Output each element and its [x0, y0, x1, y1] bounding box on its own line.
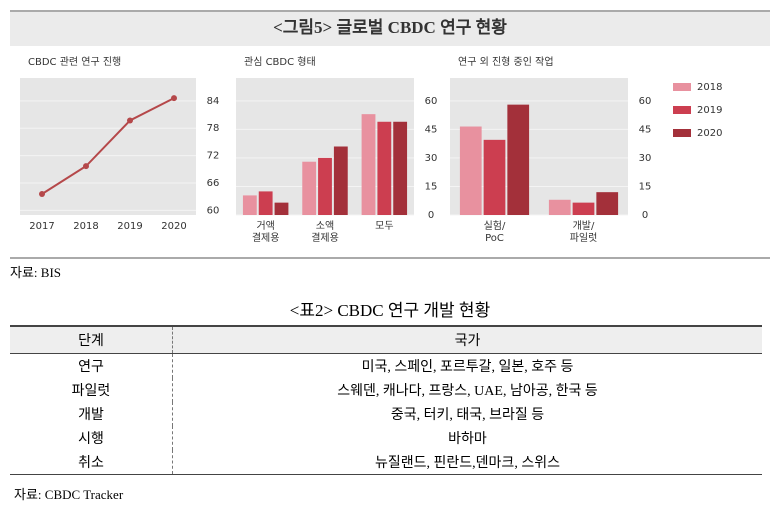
y-tick-label: 30: [425, 153, 438, 164]
y-tick-label: 72: [207, 151, 220, 162]
header-cell: 단계: [10, 325, 173, 354]
point: [127, 117, 133, 124]
cell: 중국, 터키, 태국, 브라질 등: [390, 408, 545, 423]
plot-area: [20, 78, 196, 215]
x-tick-label: 개발/파일럿: [570, 220, 598, 244]
figure-title: <그림5> 글로벌 CBDC 연구 현황: [273, 18, 507, 37]
cell: 연구: [10, 353, 173, 378]
figure: <그림5> 글로벌 CBDC 연구 현황 CBDC 관련 연구 진행 60 66 72…: [10, 10, 770, 259]
y-tick-label: 15: [639, 181, 652, 192]
cell: 뉴질랜드, 핀란드,덴마크, 스위스: [172, 450, 762, 475]
legend-label: 2019: [697, 105, 722, 116]
bar: [548, 199, 571, 215]
point: [39, 190, 45, 197]
x-tick-label: 실험/PoC: [484, 220, 506, 244]
y-tick-label: 45: [425, 124, 438, 135]
point: [171, 95, 177, 102]
x-tick-label: 2017: [29, 221, 54, 232]
chart-title: CBDC 관련 연구 진행: [28, 56, 121, 68]
y-tick-label: 60: [639, 96, 652, 107]
y-tick-label: 0: [642, 210, 648, 221]
y-tick-label: 0: [428, 210, 434, 221]
y-tick-label: 30: [639, 153, 652, 164]
line: [41, 97, 175, 195]
legend-swatch: [673, 106, 691, 114]
y-tick-label: 84: [207, 96, 220, 107]
cell: 개발: [10, 402, 173, 426]
legend-swatch: [673, 129, 691, 137]
title-bar: [10, 12, 770, 46]
y-tick-label: 60: [425, 96, 438, 107]
bar: [507, 104, 530, 215]
bar: [393, 121, 408, 215]
bar: [596, 192, 619, 215]
bar: [377, 121, 392, 215]
cell: 미국, 스페인, 포르투갈, 일본, 호주 등: [361, 360, 574, 375]
bar: [459, 126, 482, 215]
x-tick-label: 모두: [375, 221, 393, 232]
x-tick-label: 2020: [161, 221, 186, 232]
figure-source: 자료: BIS: [10, 265, 62, 280]
bar: [572, 202, 595, 215]
y-tick-label: 66: [207, 178, 220, 189]
cell: 스웨덴, 캐나다, 프랑스, UAE, 남아공, 한국 등: [337, 384, 598, 399]
cell: 시행: [10, 426, 173, 450]
table-source: 자료: CBDC Tracker: [14, 487, 124, 502]
legend-swatch: [673, 83, 691, 91]
legend-label: 2020: [697, 128, 722, 139]
bar: [333, 146, 348, 215]
chart-title: 관심 CBDC 형태: [244, 56, 316, 68]
point: [83, 163, 89, 170]
bar: [302, 161, 317, 215]
y-tick-label: 45: [639, 124, 652, 135]
bar: [242, 195, 257, 215]
x-tick-label: 2018: [73, 221, 98, 232]
y-tick-label: 60: [207, 205, 220, 216]
x-tick-label: 2019: [117, 221, 142, 232]
y-tick-label: 15: [425, 181, 438, 192]
bar: [318, 157, 332, 215]
bar: [483, 139, 506, 215]
y-tick-label: 78: [207, 123, 220, 134]
chart-title: 연구 외 진형 중인 작업: [458, 55, 554, 68]
table-title: <표2> CBDC 연구 개발 현황: [289, 301, 491, 320]
cell: 파일럿: [10, 378, 173, 402]
cell: 취소: [10, 450, 173, 475]
cell: 바하마: [448, 432, 487, 447]
x-tick-label: 거액 결제용: [252, 220, 280, 244]
bar: [258, 191, 273, 215]
bar: [361, 114, 376, 215]
legend-label: 2018: [697, 82, 722, 93]
header-cell: 국가: [172, 325, 762, 354]
x-tick-label: 소액 결제용: [311, 220, 339, 244]
bar: [274, 202, 289, 215]
